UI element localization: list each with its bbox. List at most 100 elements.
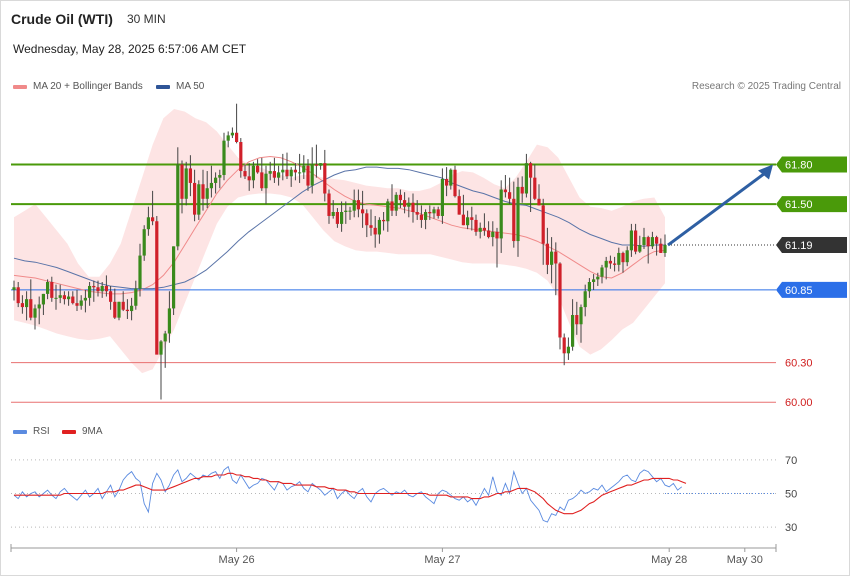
candle	[67, 291, 71, 306]
candle-body	[293, 169, 297, 173]
candle-body	[583, 291, 587, 308]
candle-body	[12, 287, 16, 290]
candle-body	[109, 291, 113, 302]
candle-body	[461, 214, 465, 226]
legend-ma50: MA 50	[156, 81, 204, 92]
candle	[88, 282, 92, 306]
candle	[520, 176, 524, 203]
candle-body	[348, 210, 352, 212]
candle-body	[230, 132, 234, 136]
candle-body	[503, 189, 507, 193]
candle-body	[482, 227, 486, 231]
level-tag-resistance	[776, 156, 847, 173]
candle-body	[62, 295, 66, 300]
candle	[340, 201, 344, 232]
interval-label[interactable]: 30 MIN	[127, 12, 166, 26]
candle	[75, 289, 79, 312]
candle-body	[571, 315, 575, 347]
candle-body	[621, 252, 625, 263]
candle-body	[235, 132, 239, 142]
candle-body	[424, 212, 428, 220]
candle-body	[617, 252, 621, 265]
candle-body	[20, 303, 24, 308]
candle-body	[550, 251, 554, 265]
candle-body	[247, 176, 251, 181]
candle	[419, 205, 423, 228]
candle-body	[419, 214, 423, 220]
candle	[235, 103, 239, 144]
candle	[579, 304, 583, 343]
candle-body	[340, 212, 344, 224]
candle	[436, 206, 440, 219]
candle-body	[184, 168, 188, 199]
candle	[46, 279, 50, 300]
x-tick-label: May 28	[651, 554, 687, 566]
candle	[41, 293, 45, 316]
candle	[608, 255, 612, 269]
rsi-ma-line	[14, 472, 687, 515]
candle-body	[466, 217, 470, 226]
candle-body	[650, 237, 654, 247]
candle	[125, 299, 129, 319]
candle	[289, 167, 293, 187]
candle-body	[25, 299, 29, 308]
candle-body	[604, 260, 608, 268]
x-tick-label: May 30	[727, 554, 763, 566]
rsi-tick-label: 30	[785, 522, 797, 534]
candle	[37, 296, 41, 325]
candle	[33, 304, 37, 330]
candle-body	[398, 194, 402, 201]
candle	[298, 153, 302, 183]
candle-body	[407, 202, 411, 207]
candle	[491, 221, 495, 247]
candle	[29, 279, 33, 321]
candle	[508, 177, 512, 205]
candle-body	[642, 237, 646, 246]
candle	[646, 235, 650, 264]
bollinger-band	[14, 109, 665, 374]
candle-body	[335, 212, 339, 224]
candle	[302, 155, 306, 179]
candle-body	[440, 178, 444, 216]
candle	[180, 160, 184, 214]
candle-body	[314, 164, 318, 166]
candle-body	[298, 172, 302, 174]
candle	[25, 291, 29, 321]
candle-body	[50, 282, 54, 298]
candle	[79, 295, 83, 310]
candle	[613, 256, 617, 272]
candle	[600, 264, 604, 284]
candle	[424, 209, 428, 230]
ma50-line	[13, 166, 665, 290]
legend-rsi-label: RSI	[33, 426, 50, 437]
candle	[634, 223, 638, 255]
candle	[62, 291, 66, 305]
candle-body	[277, 172, 281, 178]
candle	[54, 284, 58, 310]
candle	[445, 167, 449, 197]
candle	[201, 169, 205, 211]
candle-body	[96, 287, 100, 292]
candle-body	[104, 285, 108, 292]
candle-body	[180, 164, 184, 199]
candle	[323, 149, 327, 202]
candle-body	[29, 299, 33, 318]
candle	[487, 221, 491, 239]
candle-body	[596, 276, 600, 280]
candle-body	[373, 227, 377, 235]
candle	[151, 190, 155, 226]
candle-body	[415, 212, 419, 215]
candle-body	[251, 165, 255, 181]
candle	[100, 282, 104, 298]
candle	[550, 237, 554, 284]
candle	[20, 295, 24, 314]
candle-body	[117, 301, 121, 318]
candle-body	[260, 172, 264, 189]
candle	[365, 209, 369, 238]
candle	[230, 127, 234, 139]
candle	[407, 197, 411, 218]
candle	[256, 159, 260, 174]
candle	[272, 157, 276, 183]
candle	[390, 184, 394, 216]
